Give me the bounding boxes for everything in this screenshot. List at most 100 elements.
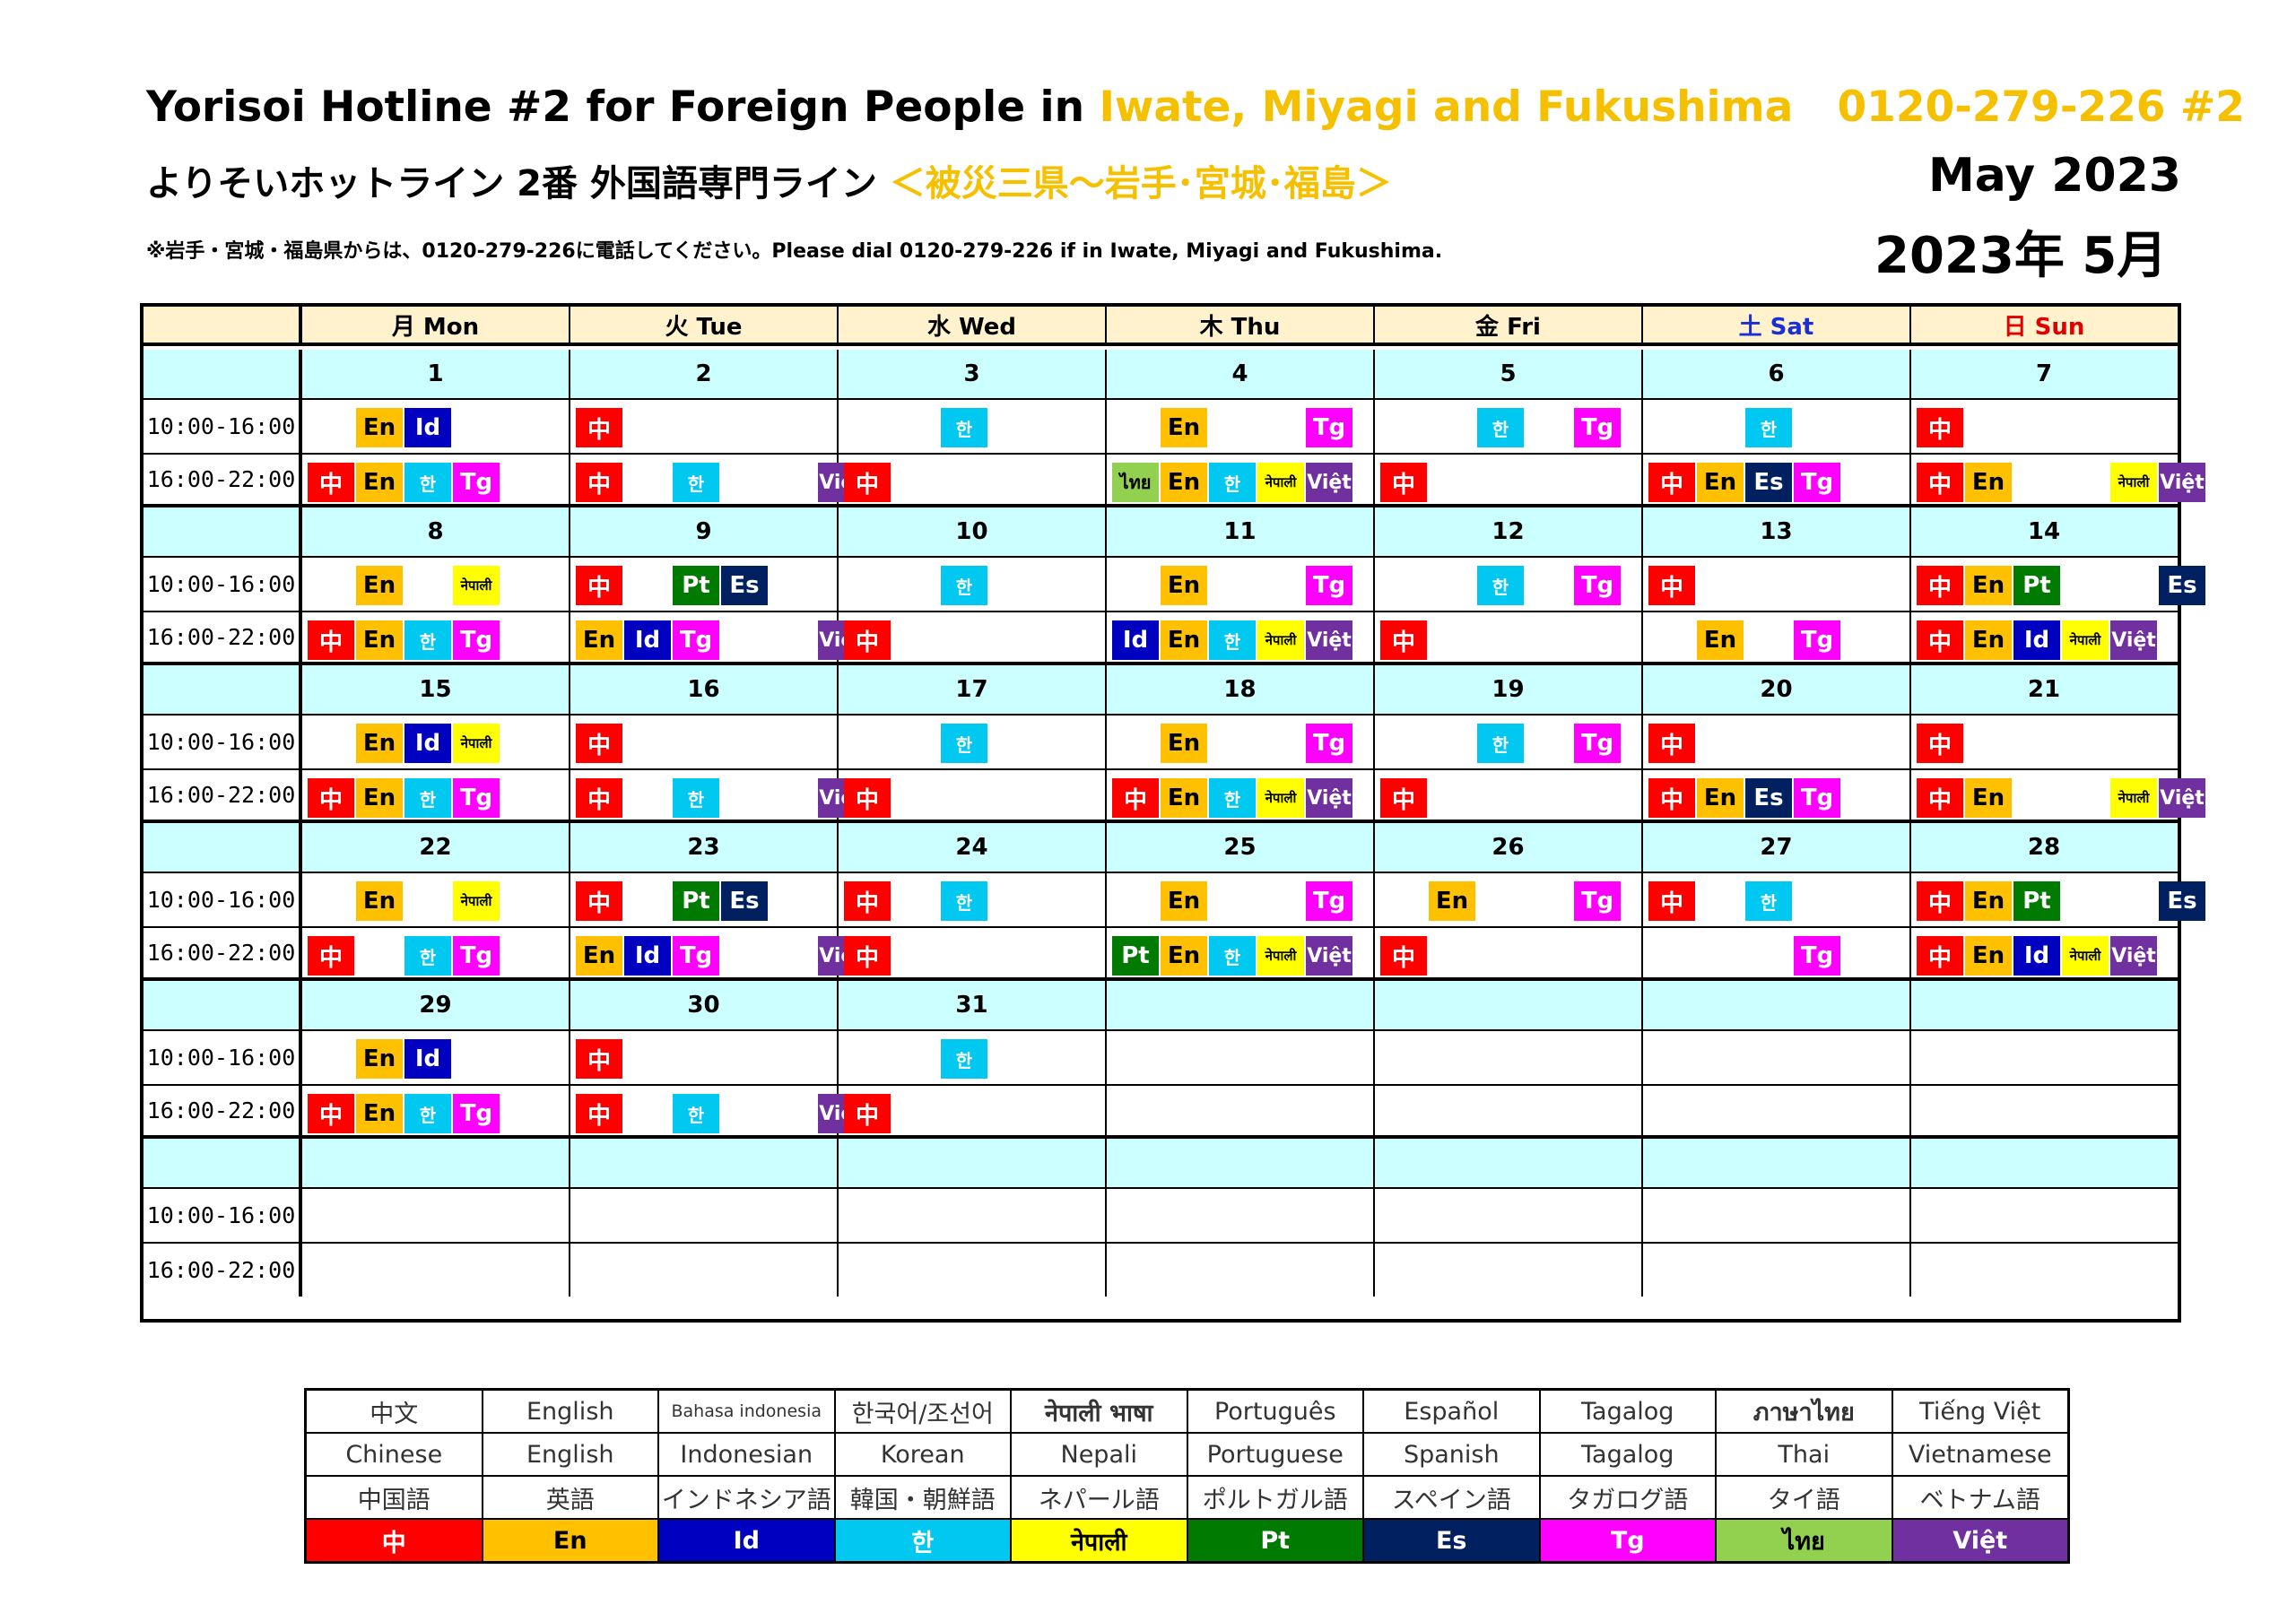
schedule-cell — [1911, 1086, 2177, 1135]
day-number: 3 — [839, 350, 1107, 398]
language-badge-ko: 한 — [1209, 620, 1256, 660]
language-badge-zh: 中 — [1917, 778, 1963, 818]
language-badge-tg: Tg — [1306, 881, 1352, 921]
day-number: 9 — [570, 507, 839, 556]
legend-color-swatch: 中 — [307, 1520, 483, 1561]
language-badge-tg: Tg — [673, 936, 719, 976]
language-badge-ko: 한 — [404, 463, 451, 502]
language-badge-ne: नेपाली — [1257, 778, 1304, 818]
schedule-cell: Tg — [1643, 928, 1911, 977]
date-row-label — [144, 1139, 302, 1187]
day-number — [1643, 1139, 1911, 1187]
day-number: 4 — [1107, 350, 1375, 398]
day-number: 21 — [2027, 676, 2061, 703]
schedule-cell: En Id Tg Việt — [570, 612, 865, 662]
week-date-row: 15 16 17 18 19 20 21 — [144, 665, 2178, 714]
legend-cell: Chinese — [307, 1434, 483, 1475]
schedule-cell: 中 En 한 Tg — [302, 455, 570, 504]
language-badge-es: Es — [2159, 881, 2205, 921]
time-slot-row: 16:00-22:00 中 En 한 Tg 中 한 Việt 中ไทย En 한 नेपाली Việt… — [144, 453, 2205, 507]
time-slot-label: 10:00-16:00 — [144, 873, 302, 926]
language-badge-ne: नेपाली — [2062, 620, 2109, 660]
language-badge-ko: 한 — [404, 1094, 451, 1133]
day-number — [570, 1139, 839, 1187]
language-badge-ko: 한 — [404, 778, 451, 818]
language-badge-zh: 中 — [844, 1094, 891, 1133]
language-badge-en: En — [1965, 881, 2012, 921]
legend-english-row: Chinese English Indonesian Korean Nepali Port… — [307, 1434, 2067, 1477]
schedule-cell: Pt En 한 नेपाली Việt — [1107, 928, 1375, 977]
schedule-cell: 中 En Es Tg — [1643, 455, 1911, 504]
language-badge-tg: Tg — [453, 936, 500, 976]
language-badge-ko: 한 — [1209, 778, 1256, 818]
language-badge-zh: 中 — [1380, 620, 1427, 660]
schedule-cell — [570, 1189, 839, 1242]
language-badge-en: En — [1965, 463, 2012, 502]
schedule-cell — [1643, 1086, 1911, 1135]
language-badge-vi: Việt — [2159, 778, 2205, 818]
day-number: 22 — [302, 823, 570, 872]
legend-cell: Tagalog — [1541, 1434, 1717, 1475]
month-japanese: 2023年 5月 — [1874, 227, 2168, 285]
language-legend: 中文 English Bahasa indonesia 한국어/조선어 नेपाली भ… — [304, 1388, 2070, 1564]
time-slot-row: 16:00-22:00 中 En 한 Tg 中 한 Việt 中 — [144, 1084, 2178, 1139]
time-slot-row: 10:00-16:00 En Id 中 한 — [144, 1029, 2178, 1084]
language-badge-zh: 中 — [844, 778, 891, 818]
language-badge-ne: नेपाली — [1257, 463, 1304, 502]
schedule-cell: 한 — [839, 400, 1107, 453]
day-number: 27 — [1643, 823, 1911, 872]
language-badge-tg: Tg — [1794, 936, 1840, 976]
schedule-cell: 中 Pt Es — [570, 873, 839, 926]
legend-cell: 中文 — [307, 1391, 483, 1432]
language-badge-en: En — [356, 881, 403, 921]
language-badge-ko: 한 — [1477, 408, 1524, 447]
legend-cell: ภาษาไทย — [1717, 1391, 1893, 1432]
schedule-cell: 中 En 한 नेपाली Việt — [1107, 770, 1375, 820]
language-badge-pt: Pt — [2013, 566, 2060, 605]
language-badge-en: En — [356, 566, 403, 605]
schedule-cell: En Tg — [1107, 716, 1375, 768]
day-number: 29 — [302, 981, 570, 1029]
legend-color-swatch: ไทย — [1717, 1520, 1893, 1561]
language-badge-en: En — [1161, 408, 1207, 447]
schedule-cell: En Tg — [1375, 873, 1643, 926]
language-badge-zh: 中 — [576, 881, 622, 921]
language-badge-es: Es — [1745, 463, 1792, 502]
language-badge-en: En — [1429, 881, 1475, 921]
language-badge-vi: Việt — [2110, 620, 2157, 660]
time-slot-row: 10:00-16:00 En Id नेपाली 中 한 En Tg 한 Tg 中中 — [144, 714, 2178, 768]
language-badge-en: En — [1697, 463, 1744, 502]
schedule-cell: 中 — [1643, 558, 1911, 611]
schedule-cell: 中 — [839, 770, 1107, 820]
schedule-cell: 中 한 Việt — [570, 455, 865, 504]
language-badge-id: Id — [2013, 620, 2060, 660]
schedule-cell: 中 — [839, 1086, 1107, 1135]
language-badge-zh: 中 — [844, 463, 891, 502]
calendar-table: 月 Mon 火 Tue 水 Wed 木 Thu 金 Fri 土 Sat 日 Sun 1 2 3 4 5… — [140, 303, 2205, 1323]
language-badge-tg: Tg — [1574, 408, 1621, 447]
language-badge-es: Es — [721, 566, 768, 605]
language-badge-ko: 한 — [1209, 936, 1256, 976]
day-number: 23 — [570, 823, 839, 872]
language-badge-zh: 中 — [1380, 778, 1427, 818]
day-number: 28 — [2027, 834, 2061, 861]
month-english: May 2023 — [1928, 149, 2181, 203]
language-badge-ko: 한 — [1745, 408, 1792, 447]
language-badge-zh: 中 — [1917, 566, 1963, 605]
language-badge-en: En — [1161, 463, 1207, 502]
schedule-cell — [1107, 1189, 1375, 1242]
day-number: 12 — [1375, 507, 1643, 556]
language-badge-zh: 中 — [844, 936, 891, 976]
day-number — [1107, 1139, 1375, 1187]
language-badge-zh: 中 — [1380, 936, 1427, 976]
language-badge-tg: Tg — [453, 463, 500, 502]
schedule-cell: 中 En 한 Tg — [302, 612, 570, 662]
legend-cell: 한국어/조선어 — [836, 1391, 1012, 1432]
time-slot-label: 16:00-22:00 — [144, 455, 302, 504]
language-badge-id: Id — [2013, 936, 2060, 976]
schedule-cell — [1107, 1031, 1375, 1084]
time-slot-label: 16:00-22:00 — [144, 612, 302, 662]
day-number: 8 — [302, 507, 570, 556]
language-badge-en: En — [1161, 724, 1207, 763]
language-badge-ko: 한 — [673, 1094, 719, 1133]
